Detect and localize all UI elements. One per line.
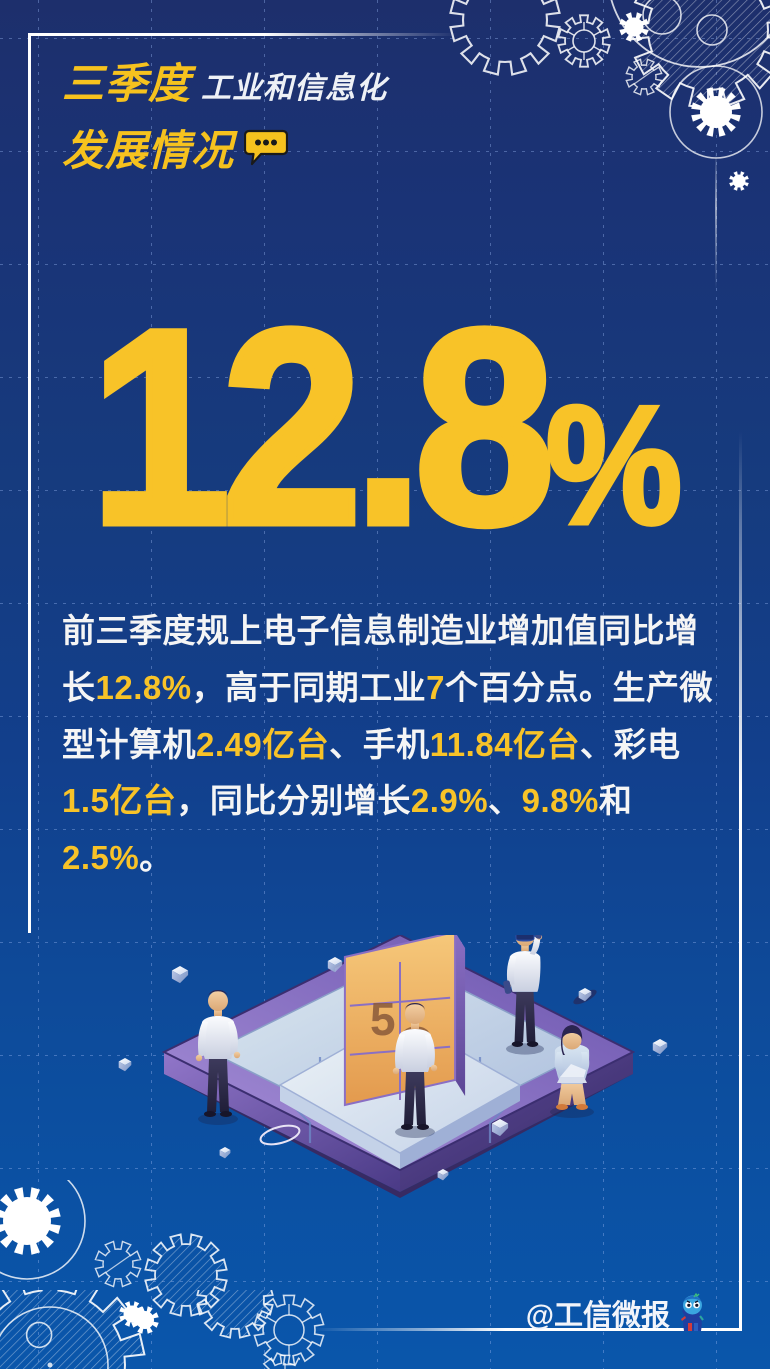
svg-text:5: 5 bbox=[370, 993, 396, 1045]
